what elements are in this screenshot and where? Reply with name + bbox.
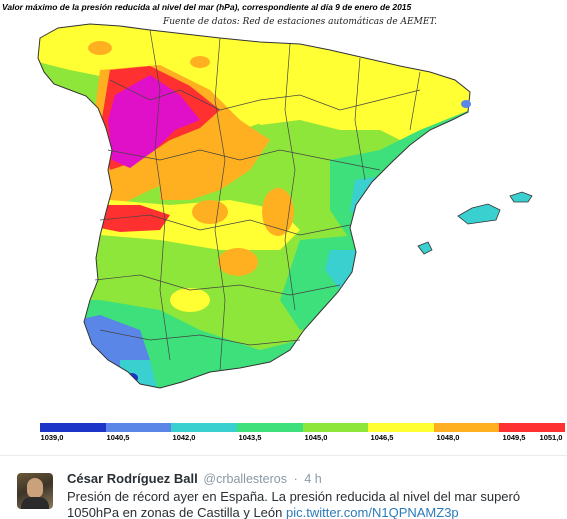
legend-label: 1048,0 [436,433,460,442]
menorca-island [509,191,533,203]
legend-swatch [433,423,500,432]
legend-swatch [499,423,565,432]
pressure-map-graphic [37,23,533,389]
legend-label: 1043,5 [238,433,262,442]
tweet-text: Presión de récord ayer en España. La pre… [67,489,547,519]
legend-label: 1046,5 [370,433,394,442]
legend-swatch [302,423,369,432]
pressure-map: Valor máximo de la presión reducida al n… [0,2,567,445]
tweet-card: César Rodríguez Ball @crballesteros · 4 … [0,455,567,519]
pressure-field [38,24,470,388]
legend-swatch [171,423,237,432]
tweet-body: Presión de récord ayer en España. La pre… [67,489,521,519]
avatar-body [21,497,49,509]
header-separator: · [293,472,298,486]
ibiza-island [417,241,433,255]
avatar-face [27,478,43,498]
legend-label: 1051,0 [539,433,563,442]
legend-label: 1045,0 [304,433,328,442]
color-legend-bar [40,423,565,432]
legend-label: 1049,5 [502,433,526,442]
user-name[interactable]: César Rodríguez Ball [67,471,198,486]
legend-swatch [368,423,434,432]
legend-swatch [236,423,303,432]
coastline [37,23,471,389]
tweet-media-link[interactable]: pic.twitter.com/N1QPNAMZ3p [286,505,459,519]
tweet-header: César Rodríguez Ball @crballesteros · 4 … [67,471,322,486]
map-source-note: Fuente de datos: Red de estaciones autom… [163,17,437,27]
avatar[interactable] [17,473,53,509]
tweet-timestamp[interactable]: 4 h [304,472,322,486]
user-handle[interactable]: @crballesteros [203,472,287,486]
low-pressure-spot-northeast [461,100,471,108]
legend-label: 1042,0 [172,433,196,442]
province-borders [94,29,421,371]
mallorca-island [457,203,501,225]
legend-swatch [40,423,106,432]
legend-swatch [105,423,172,432]
legend-labels: 1039,0 1040,5 1042,0 1043,5 1045,0 1046,… [0,433,567,445]
legend-label: 1039,0 [40,433,64,442]
map-title: Valor máximo de la presión reducida al n… [2,2,412,12]
legend-label: 1040,5 [106,433,130,442]
